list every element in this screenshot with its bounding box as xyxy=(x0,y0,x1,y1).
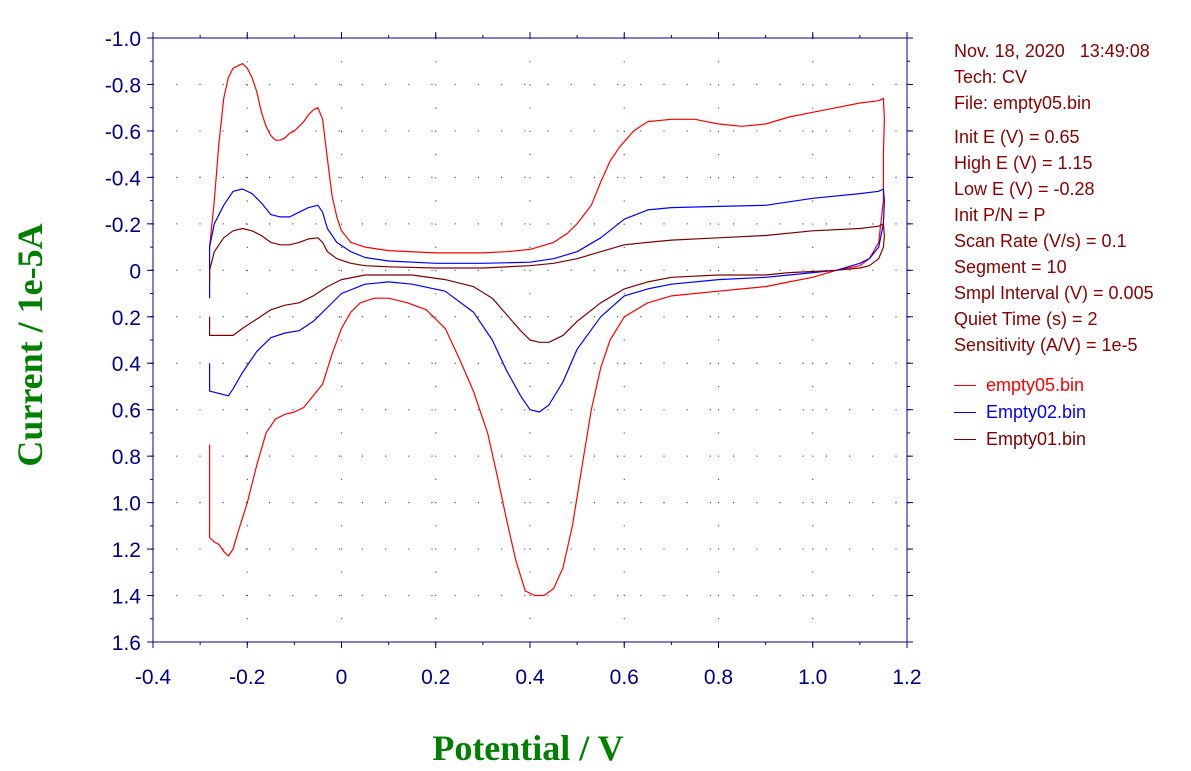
info-sensitivity: Sensitivity (A/V) = 1e-5 xyxy=(954,335,1138,355)
x-tick-label: -0.4 xyxy=(135,666,172,689)
legend-item-empty05: empty05.bin xyxy=(954,372,1086,399)
info-scan-rate: Scan Rate (V/s) = 0.1 xyxy=(954,231,1127,251)
info-file: File: empty05.bin xyxy=(954,93,1092,113)
info-segment: Segment = 10 xyxy=(954,257,1067,277)
info-init-e: Init E (V) = 0.65 xyxy=(954,127,1080,147)
experiment-info: Nov. 18, 2020 13:49:08 Tech: CV File: em… xyxy=(954,38,1154,358)
legend-item-empty02: Empty02.bin xyxy=(954,399,1086,426)
legend-label-empty02: Empty02.bin xyxy=(986,402,1087,422)
series-line-empty02-bin xyxy=(209,188,885,413)
x-tick-label: 0.6 xyxy=(610,666,639,689)
x-tick-label: 0 xyxy=(336,666,348,689)
info-high-e: High E (V) = 1.15 xyxy=(954,153,1093,173)
legend-swatch-empty02 xyxy=(954,412,976,413)
y-tick-label: 1.6 xyxy=(112,632,141,655)
y-tick-label: 0.4 xyxy=(112,353,142,376)
axis-ticks: -0.4 -0.2 0 0.2 0.4 0.6 0.8 1.0 1.2 -1.0 -0.8 -0.6 -… xyxy=(105,28,922,689)
legend-swatch-empty01 xyxy=(954,439,976,440)
series-line-empty01-bin xyxy=(209,223,885,343)
y-axis-title: Current / 1e-5A xyxy=(10,223,50,466)
y-tick-label: -0.6 xyxy=(105,121,141,144)
x-axis-title: Potential / V xyxy=(432,728,623,768)
y-tick-label: 0.8 xyxy=(112,446,141,469)
legend: empty05.bin Empty02.bin Empty01.bin xyxy=(954,372,1086,453)
y-tick-label: -1.0 xyxy=(105,28,141,51)
x-tick-label: -0.2 xyxy=(229,666,265,689)
x-tick-label: 0.4 xyxy=(515,666,545,689)
y-tick-label: 0.2 xyxy=(112,307,141,330)
info-quiet-time: Quiet Time (s) = 2 xyxy=(954,309,1098,329)
y-tick-label: 0.6 xyxy=(112,400,141,423)
y-tick-label: 0 xyxy=(129,260,141,283)
y-tick-label: -0.2 xyxy=(105,214,141,237)
legend-item-empty01: Empty01.bin xyxy=(954,426,1086,453)
y-tick-label: 1.4 xyxy=(112,586,142,609)
legend-swatch-empty05 xyxy=(954,385,976,386)
info-tech: Tech: CV xyxy=(954,67,1028,87)
info-low-e: Low E (V) = -0.28 xyxy=(954,179,1095,199)
series-line-empty05-bin xyxy=(209,63,885,597)
x-tick-label: 0.2 xyxy=(421,666,450,689)
series-group xyxy=(209,63,885,597)
info-init-pn: Init P/N = P xyxy=(954,205,1046,225)
y-tick-label: -0.8 xyxy=(105,74,141,97)
x-tick-label: 1.2 xyxy=(892,666,921,689)
x-tick-label: 0.8 xyxy=(704,666,733,689)
x-tick-label: 1.0 xyxy=(798,666,827,689)
legend-label-empty01: Empty01.bin xyxy=(986,429,1087,449)
info-spacer xyxy=(954,116,1154,124)
info-smpl-interval: Smpl Interval (V) = 0.005 xyxy=(954,283,1154,303)
legend-label-empty05: empty05.bin xyxy=(986,375,1085,395)
y-tick-label: 1.2 xyxy=(112,539,141,562)
y-tick-label: 1.0 xyxy=(112,493,141,516)
info-datetime: Nov. 18, 2020 13:49:08 xyxy=(954,41,1150,61)
y-tick-label: -0.4 xyxy=(105,167,142,190)
